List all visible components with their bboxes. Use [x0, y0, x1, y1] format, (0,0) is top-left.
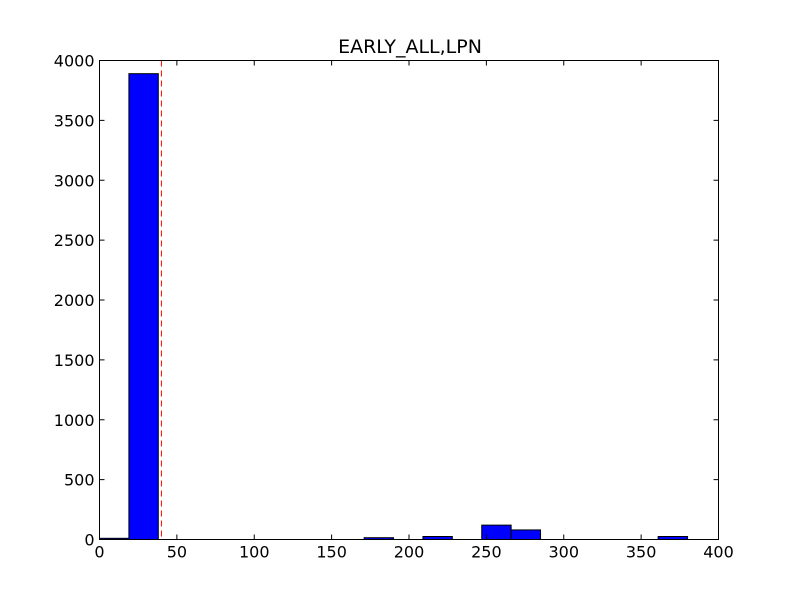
histogram-bar — [510, 529, 542, 540]
y-tick-label: 4000 — [54, 52, 95, 71]
y-tick-label: 500 — [64, 471, 95, 490]
x-tick-label: 400 — [703, 543, 734, 562]
histogram-bars — [99, 73, 689, 541]
y-tick-label: 3000 — [54, 171, 95, 190]
y-tick-label: 2500 — [54, 231, 95, 250]
y-tick-label: 0 — [84, 531, 94, 550]
histogram-bar — [128, 73, 159, 541]
x-tick-label: 200 — [394, 543, 425, 562]
y-tick-label: 1500 — [54, 351, 95, 370]
x-tick-label: 0 — [94, 543, 104, 562]
y-axis: 0 500 1000 1500 2000 2500 3000 3500 4000 — [54, 52, 719, 550]
x-tick-label: 50 — [167, 543, 187, 562]
y-tick-label: 1000 — [54, 411, 95, 430]
x-tick-label: 250 — [471, 543, 502, 562]
chart-title: EARLY_ALL,LPN — [338, 36, 482, 58]
plot-area-frame — [99, 60, 719, 540]
x-axis: 0 50 100 150 200 250 300 350 400 — [94, 60, 734, 562]
x-tick-label: 300 — [548, 543, 579, 562]
y-tick-label: 2000 — [54, 291, 95, 310]
x-tick-label: 150 — [316, 543, 347, 562]
x-tick-label: 100 — [239, 543, 270, 562]
y-tick-label: 3500 — [54, 111, 95, 130]
x-tick-label: 350 — [626, 543, 657, 562]
